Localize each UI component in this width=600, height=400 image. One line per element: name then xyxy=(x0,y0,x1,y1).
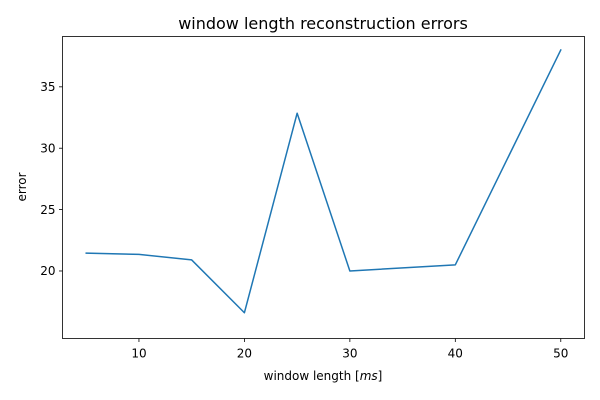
x-axis-label-suffix: ] xyxy=(378,369,383,383)
x-axis-label-text: window length [ xyxy=(264,369,360,383)
y-tick-label: 25 xyxy=(40,203,55,217)
y-tick-label: 20 xyxy=(40,264,55,278)
x-axis: 10 20 30 40 50 xyxy=(131,338,568,361)
x-tick-label: 40 xyxy=(448,347,463,361)
x-tick-label: 30 xyxy=(342,347,357,361)
y-tick-label: 35 xyxy=(40,80,55,94)
y-axis-label: error xyxy=(15,172,29,201)
y-axis: 20 25 30 35 xyxy=(40,80,63,278)
x-tick-label: 10 xyxy=(131,347,146,361)
x-axis-label: window length [ms] xyxy=(264,369,383,383)
plot-frame xyxy=(62,36,585,339)
x-axis-label-unit: ms xyxy=(360,369,378,383)
plot-area xyxy=(62,36,585,339)
x-tick-label: 50 xyxy=(553,347,568,361)
x-tick-label: 20 xyxy=(237,347,252,361)
series-line-error xyxy=(85,48,562,314)
y-tick-label: 30 xyxy=(40,141,55,155)
chart-title: window length reconstruction errors xyxy=(178,14,468,33)
